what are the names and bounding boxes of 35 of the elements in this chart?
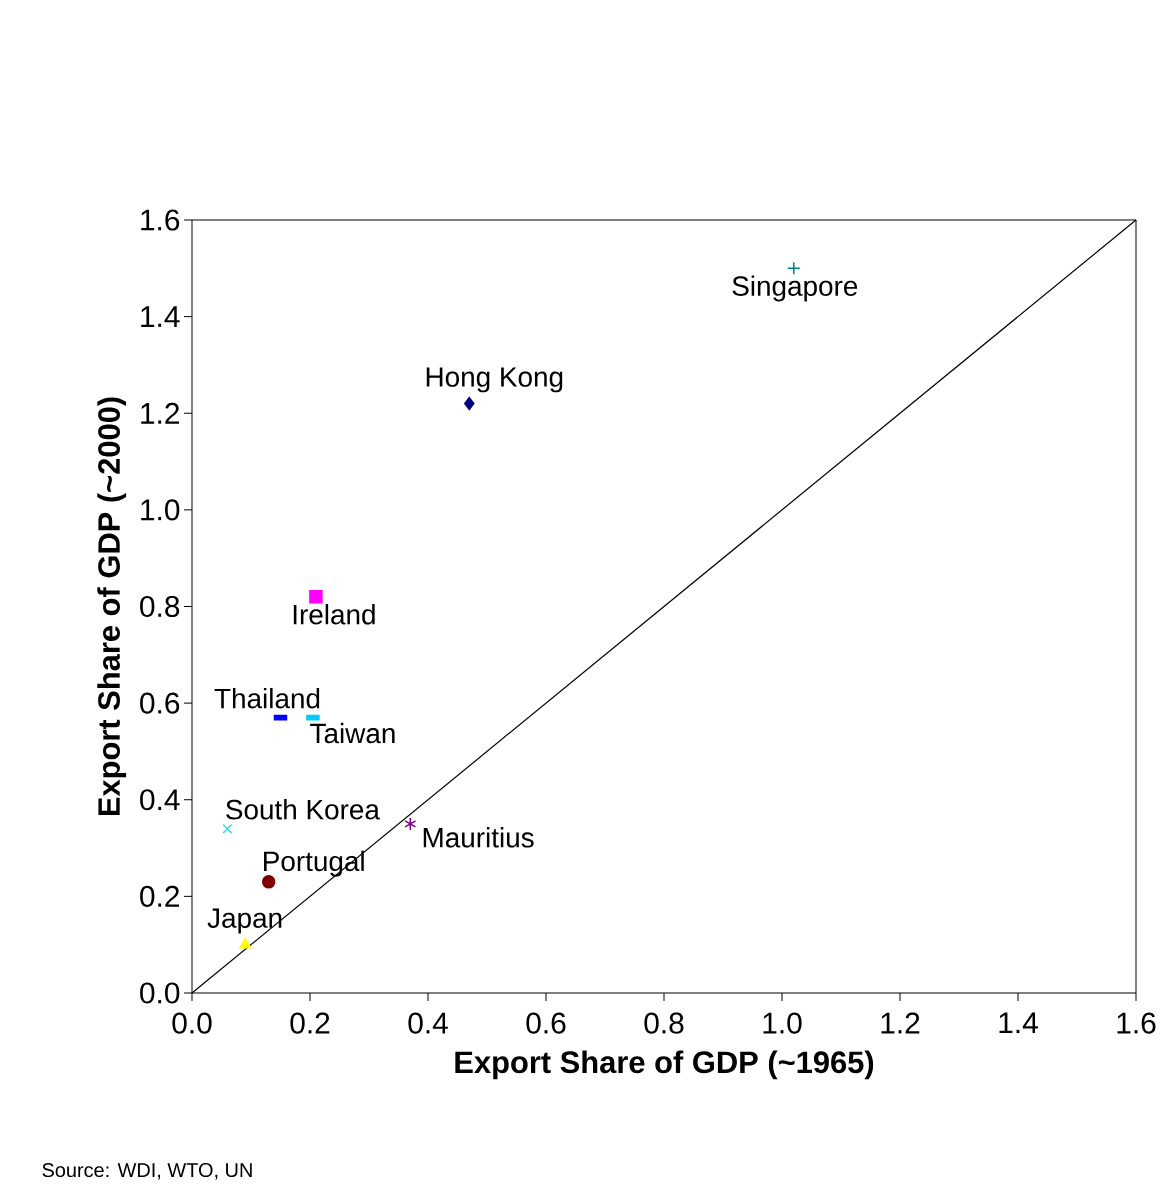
y-tick-label: 1.0 [141,499,180,521]
y-tick-label: 0.0 [140,982,180,1004]
y-axis-title: Export Share of GDP (~2000) [97,397,127,816]
point [787,261,801,276]
series-label: Mauritius [423,827,534,848]
series-label: Japan [207,908,282,934]
x-tick-label: 1.6 [1117,1012,1156,1034]
y-tick-label: 0.4 [140,789,180,811]
x-tick-label: 0.0 [172,1012,212,1034]
y-tick-label: 0.2 [140,885,179,907]
x-tick-label: 1.0 [763,1012,802,1034]
series-label: Hong Kong [426,367,563,393]
x-tick-label: 1.4 [999,1012,1038,1034]
y-tick-label: 0.6 [140,692,180,714]
series-label: Thailand [214,687,320,709]
x-tick-label: 0.6 [526,1012,566,1034]
y-tick-label: 1.2 [141,402,179,424]
series-label: Ireland [293,604,375,625]
y-tick-label: 1.6 [141,209,180,231]
x-tick-label: 1.2 [881,1012,920,1034]
source-note: Source: WDI, WTO, UN [42,1163,252,1180]
y-tick-label: 1.4 [141,306,180,327]
x-tick-label: 0.8 [644,1012,684,1034]
series-label: South Korea [226,799,380,820]
x-tick-label: 0.2 [290,1012,330,1034]
x-axis-title: Export Share of GDP (~1965) [455,1050,874,1080]
point [309,590,323,604]
point [404,817,417,831]
point [464,396,475,411]
series-label: Singapore [732,275,858,302]
point [222,823,233,834]
point [239,937,252,949]
series-label: Taiwan [310,722,395,744]
x-tick-label: 0.4 [408,1012,448,1034]
y-tick-label: 0.8 [140,595,180,618]
